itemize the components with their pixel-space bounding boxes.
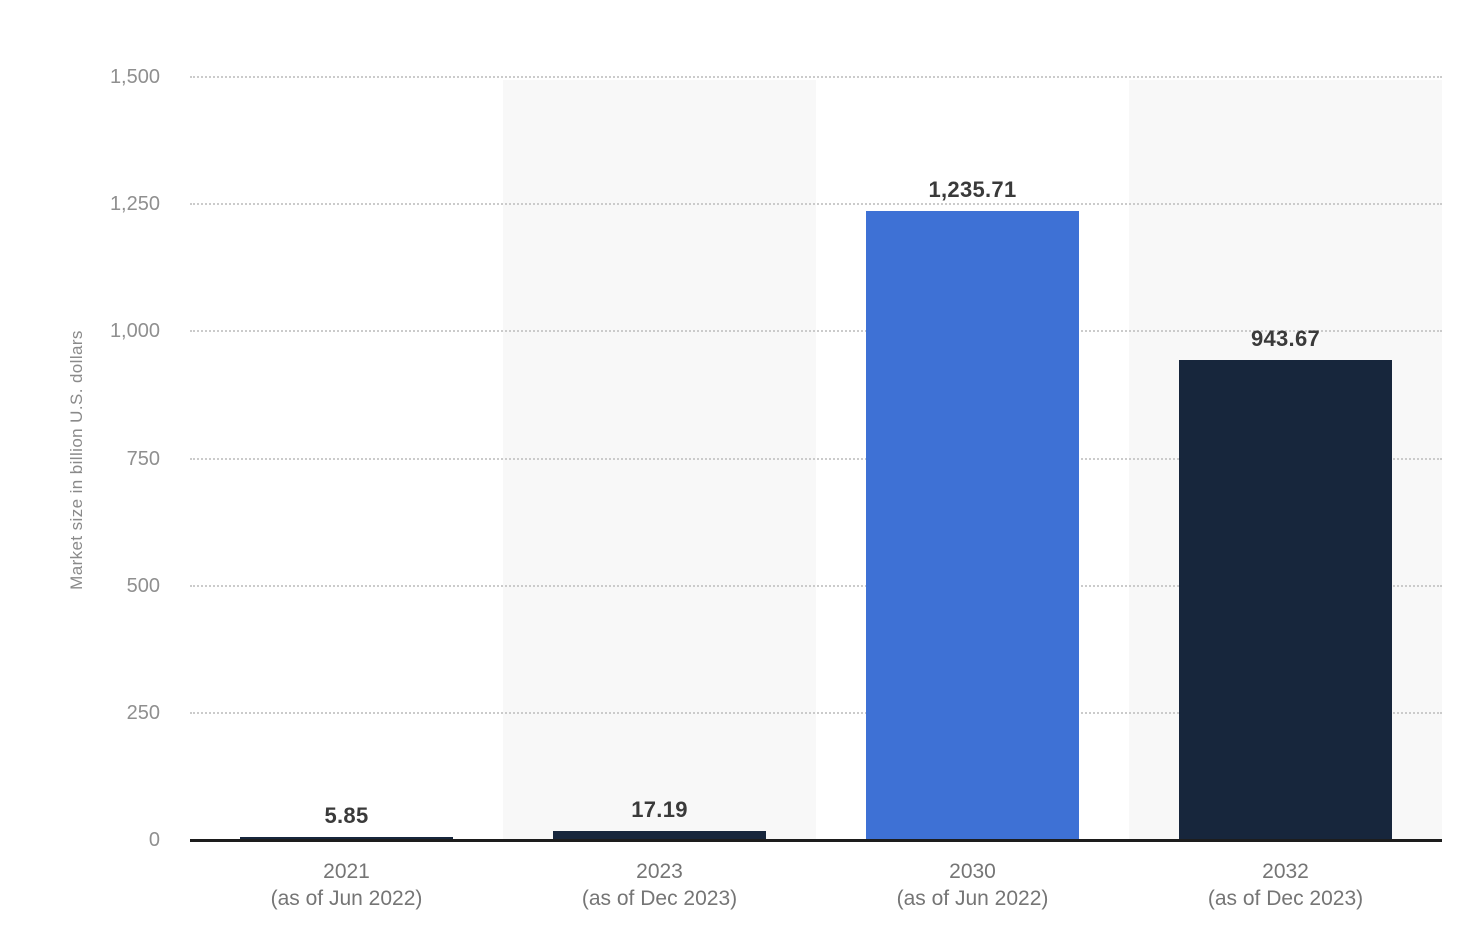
x-tick-label-2023: 2023 (as of Dec 2023) [503, 858, 817, 912]
x-tick-label-2030: 2030 (as of Jun 2022) [816, 858, 1130, 912]
x-axis-line [190, 839, 1442, 842]
value-label-2021: 5.85 [324, 803, 369, 828]
gridline [190, 76, 1442, 78]
gridline [190, 711, 1442, 714]
value-label-2030: 1,235.71 [928, 177, 1017, 202]
x-tick-year: 2021 [323, 860, 370, 883]
y-tick-label: 500 [126, 574, 160, 597]
y-tick-label: 750 [126, 447, 160, 470]
column-band [503, 80, 816, 840]
y-tick-label: 250 [126, 701, 160, 724]
x-tick-label-2032: 2032 (as of Dec 2023) [1129, 858, 1443, 912]
y-tick-label: 1,250 [109, 193, 160, 216]
x-tick-label-2021: 2021 (as of Jun 2022) [190, 858, 504, 912]
x-tick-year: 2032 [1262, 860, 1309, 883]
bar-2030[interactable] [866, 211, 1079, 840]
x-tick-note: (as of Dec 2023) [581, 887, 738, 910]
gridline [190, 457, 1442, 460]
x-tick-year: 2030 [949, 860, 996, 883]
bar-2032[interactable] [1179, 360, 1392, 840]
x-tick-note: (as of Jun 2022) [270, 887, 423, 910]
x-tick-note: (as of Jun 2022) [896, 887, 1049, 910]
y-tick-label: 1,000 [109, 320, 160, 343]
x-tick-note: (as of Dec 2023) [1207, 887, 1364, 910]
gridline [190, 330, 1442, 333]
y-tick-label: 0 [148, 829, 160, 851]
value-label-2023: 17.19 [631, 797, 688, 822]
value-label-2032: 943.67 [1250, 326, 1321, 351]
y-tick-label: 1,500 [109, 66, 160, 88]
bar-2023[interactable] [553, 831, 766, 840]
gridline [190, 203, 1442, 206]
bar-2021[interactable] [240, 837, 453, 840]
x-tick-year: 2023 [636, 860, 683, 883]
gridline [190, 584, 1442, 587]
